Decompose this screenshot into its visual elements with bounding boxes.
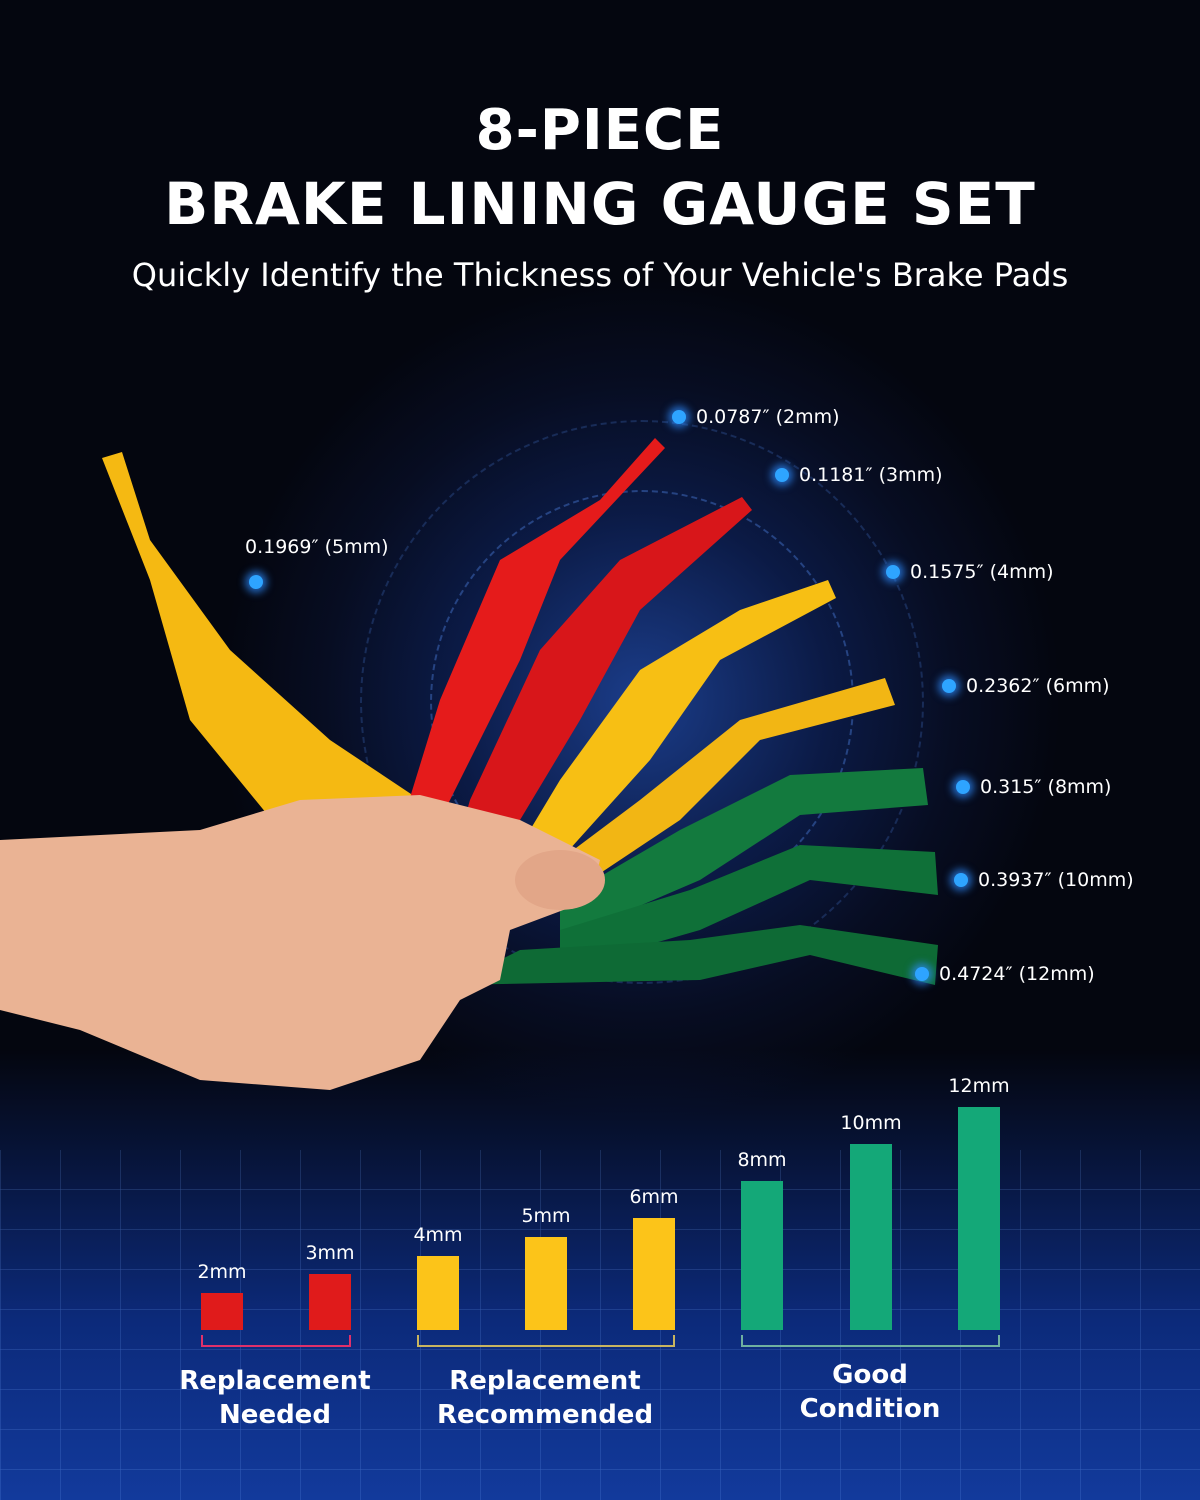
bar-4mm — [417, 1255, 459, 1330]
marker-dot-icon — [956, 780, 970, 794]
group-label-line: Condition — [799, 1394, 941, 1424]
title-line-2: BRAKE LINING GAUGE SET — [164, 170, 1036, 238]
title-line-1: 8-PIECE — [475, 98, 725, 163]
subtitle: Quickly Identify the Thickness of Your V… — [131, 256, 1069, 294]
group-bracket-needed — [201, 1335, 351, 1347]
group-bracket-good — [741, 1335, 1000, 1347]
callout-text: 0.1575″ (4mm) — [910, 561, 1054, 583]
callout-text: 0.3937″ (10mm) — [978, 869, 1134, 891]
callout-12mm: 0.4724″ (12mm) — [915, 963, 1095, 985]
bar-label: 4mm — [413, 1223, 463, 1246]
callout-4mm: 0.1575″ (4mm) — [886, 561, 1054, 583]
gauge-4mm — [500, 580, 836, 880]
marker-dot-icon — [249, 575, 263, 589]
gauge-3mm — [450, 497, 752, 870]
gauge-6mm — [520, 678, 895, 900]
bar-2mm — [201, 1292, 243, 1330]
marker-dot-icon — [915, 967, 929, 981]
group-label-needed: Replacement Needed — [165, 1364, 385, 1432]
bar-6mm — [633, 1218, 675, 1330]
group-label-line: Recommended — [436, 1400, 654, 1430]
bar-label: 3mm — [305, 1242, 355, 1265]
marker-dot-icon — [775, 468, 789, 482]
callout-text: 0.1969″ (5mm) — [245, 536, 389, 558]
callout-text: 0.315″ (8mm) — [980, 776, 1112, 798]
marker-dot-icon — [672, 410, 686, 424]
gauge-2mm — [400, 438, 665, 860]
callout-6mm: 0.2362″ (6mm) — [942, 675, 1110, 697]
callout-text: 0.0787″ (2mm) — [696, 406, 840, 428]
group-label-line: Replacement — [449, 1366, 641, 1396]
gauge-set-photo — [0, 438, 938, 1090]
group-label-good: Good Condition — [760, 1358, 980, 1426]
callout-3mm: 0.1181″ (3mm) — [775, 464, 943, 486]
callout-8mm: 0.315″ (8mm) — [956, 776, 1111, 798]
bar-10mm — [850, 1144, 892, 1330]
hand — [0, 795, 600, 1090]
bar-3mm — [309, 1274, 351, 1330]
marker-dot-icon — [942, 679, 956, 693]
background-ring — [360, 420, 924, 984]
bar-label: 10mm — [840, 1112, 902, 1134]
bar-8mm — [741, 1181, 783, 1330]
gauge-12mm — [450, 925, 938, 985]
bar-label: 6mm — [629, 1186, 679, 1209]
callout-text: 0.2362″ (6mm) — [966, 675, 1110, 697]
group-label-line: Replacement — [179, 1366, 371, 1396]
bar-label: 12mm — [948, 1074, 1010, 1097]
bar-label: 2mm — [197, 1260, 247, 1283]
gauge-5mm — [102, 452, 420, 860]
callout-10mm: 0.3937″ (10mm) — [954, 869, 1134, 891]
thumb — [515, 850, 605, 910]
group-label-recommended: Replacement Recommended — [420, 1364, 670, 1432]
gauge-10mm — [560, 845, 938, 970]
marker-dot-icon — [954, 873, 968, 887]
marker-dot-icon — [886, 565, 900, 579]
group-label-line: Needed — [219, 1400, 331, 1430]
background-floor — [0, 1050, 1200, 1500]
gauge-8mm — [560, 768, 928, 940]
background-grid — [0, 1150, 1200, 1500]
group-label-line: Good — [832, 1360, 908, 1390]
callout-text: 0.4724″ (12mm) — [939, 963, 1095, 985]
bar-5mm — [525, 1237, 567, 1330]
bar-label: 5mm — [521, 1205, 571, 1227]
callout-2mm: 0.0787″ (2mm) — [672, 406, 840, 428]
callout-5mm-text: 0.1969″ (5mm) — [245, 536, 389, 558]
group-bracket-recommended — [417, 1335, 675, 1347]
callout-text: 0.1181″ (3mm) — [799, 464, 943, 486]
bar-label: 8mm — [737, 1149, 787, 1172]
bar-12mm — [958, 1106, 1000, 1330]
